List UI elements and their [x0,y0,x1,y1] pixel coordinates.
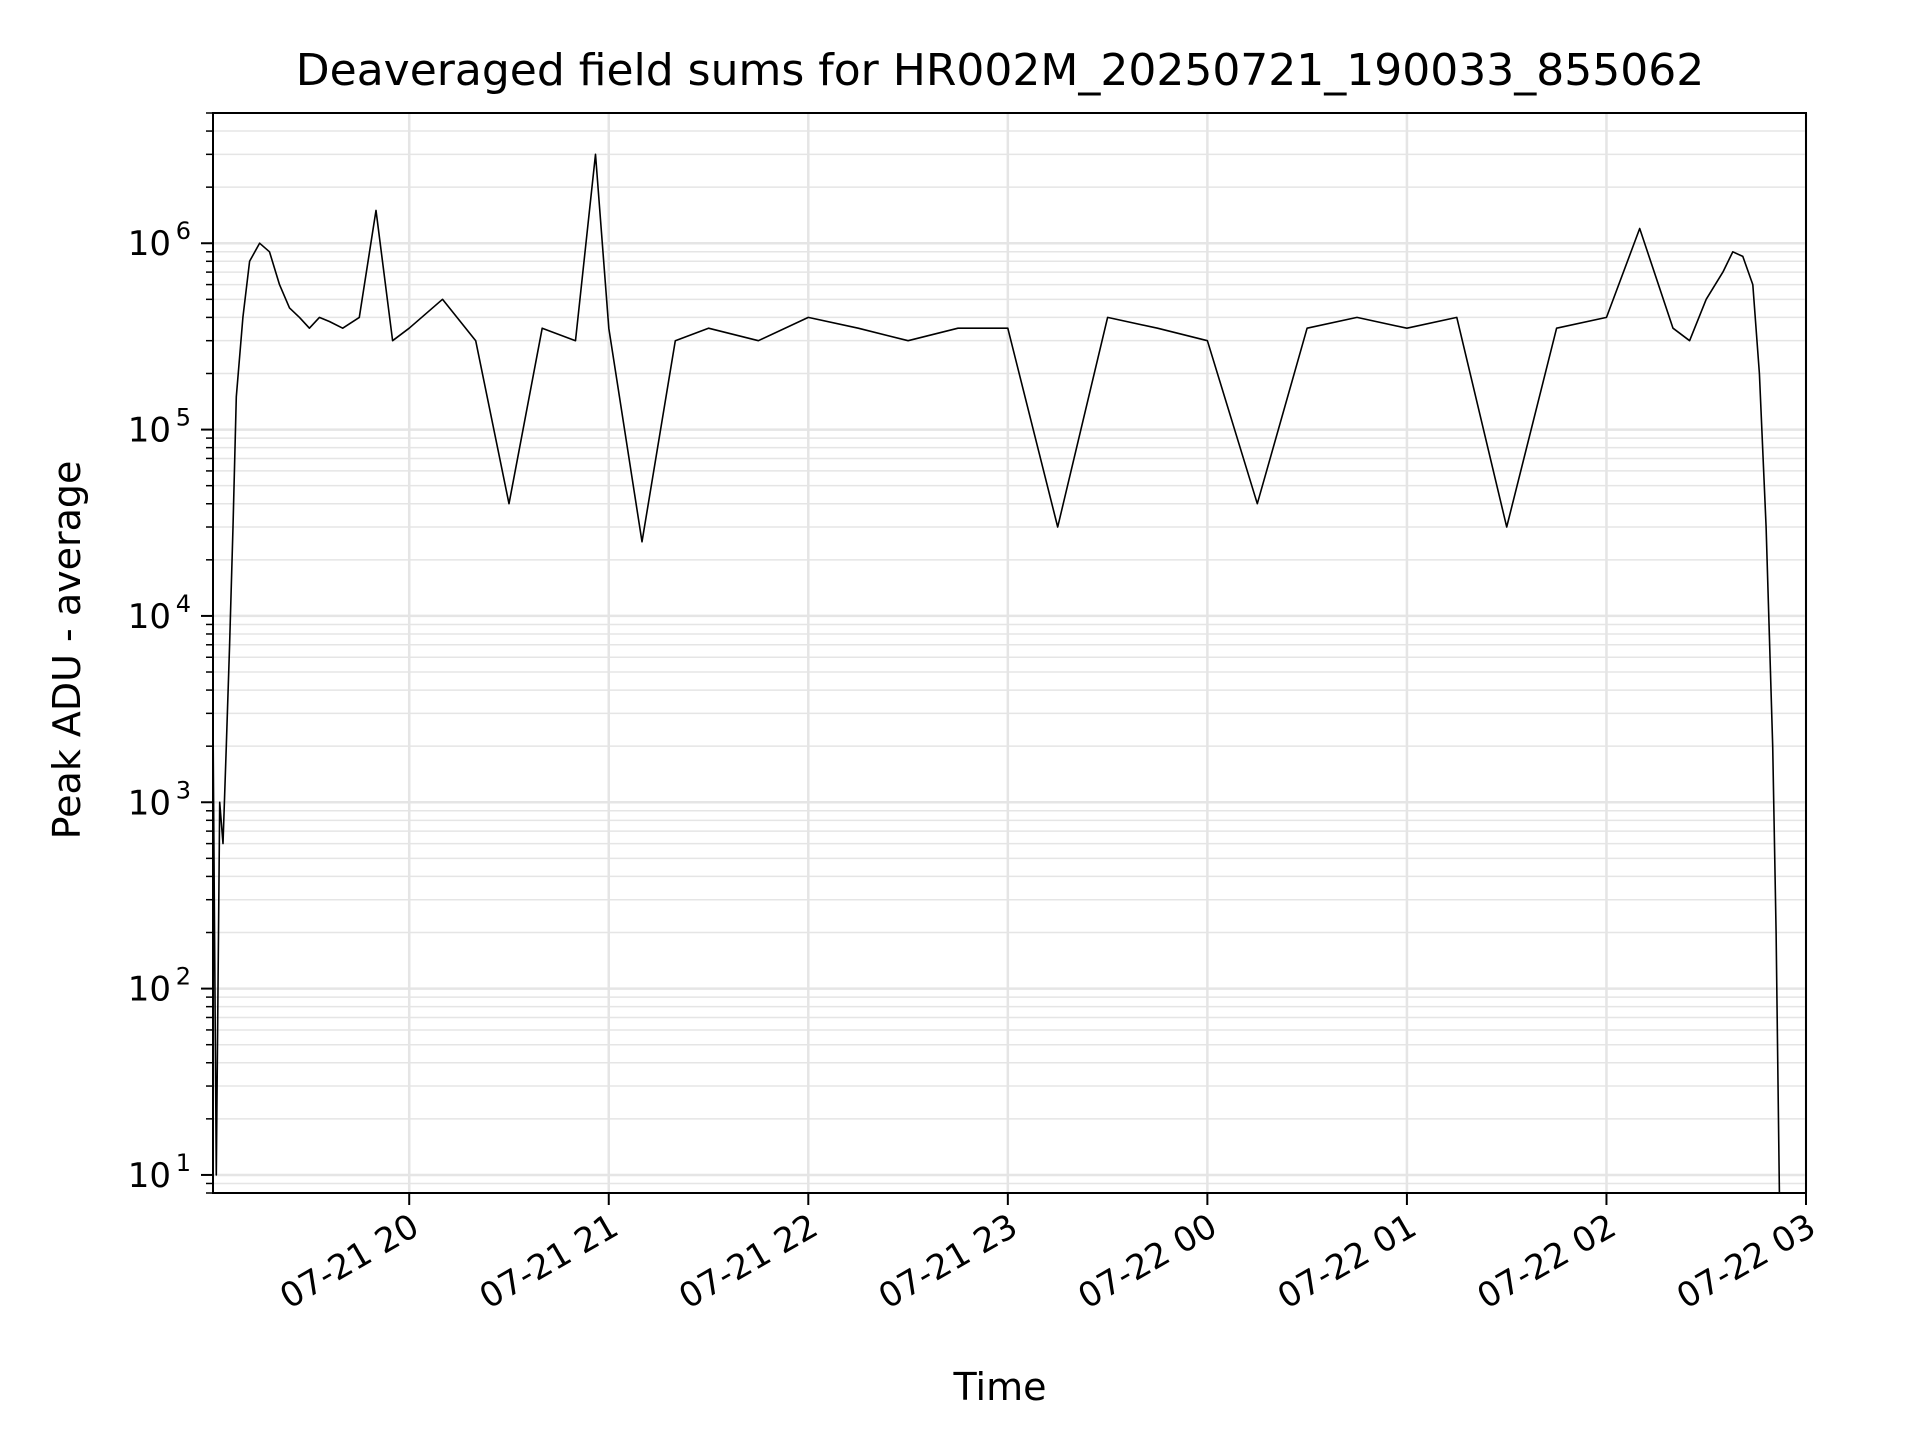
y-tick-exponent: 3 [176,776,191,804]
chart-title: Deaveraged field sums for HR002M_2025072… [296,45,1704,96]
series-line [212,153,1781,1194]
y-tick-label: 10 [128,597,171,637]
series-line [212,153,1781,1194]
y-tick-exponent: 2 [176,963,191,991]
y-tick-label: 10 [128,1156,171,1196]
y-tick-exponent: 5 [176,404,191,432]
y-tick-exponent: 1 [176,1149,191,1177]
y-tick-label: 10 [128,411,171,451]
y-axis-label: Peak ADU - average [45,461,89,840]
y-tick-exponent: 6 [176,217,191,245]
y-tick-label: 10 [128,970,171,1010]
y-tick-exponent: 4 [176,590,191,618]
x-axis-label: Time [953,1365,1047,1409]
plot-frame [212,112,1807,1194]
grid [213,112,1808,1194]
y-tick-label: 10 [128,783,171,823]
y-tick-label: 10 [128,224,171,264]
